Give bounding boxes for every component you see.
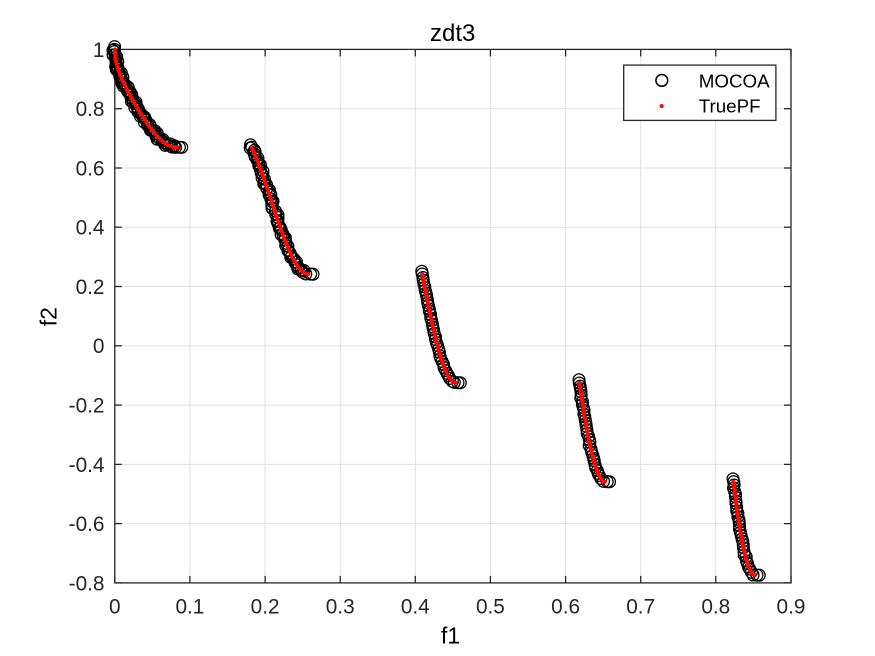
svg-text:0.9: 0.9 xyxy=(777,596,806,619)
svg-text:0.4: 0.4 xyxy=(401,596,430,619)
svg-text:0.2: 0.2 xyxy=(251,596,280,619)
svg-text:0.7: 0.7 xyxy=(626,596,655,619)
svg-text:f1: f1 xyxy=(441,623,460,649)
svg-text:0: 0 xyxy=(93,335,105,358)
svg-text:0.3: 0.3 xyxy=(326,596,355,619)
svg-text:-0.4: -0.4 xyxy=(69,454,105,477)
svg-text:0.8: 0.8 xyxy=(701,596,730,619)
svg-text:-0.6: -0.6 xyxy=(69,513,105,536)
svg-text:TruePF: TruePF xyxy=(699,96,761,117)
svg-text:0.4: 0.4 xyxy=(76,217,105,240)
svg-text:0.5: 0.5 xyxy=(476,596,505,619)
svg-text:0.6: 0.6 xyxy=(76,157,105,180)
svg-text:MOCOA: MOCOA xyxy=(699,70,770,91)
svg-text:f2: f2 xyxy=(36,307,62,326)
svg-text:0: 0 xyxy=(109,596,121,619)
svg-text:0.8: 0.8 xyxy=(76,98,105,121)
svg-text:0.1: 0.1 xyxy=(175,596,204,619)
svg-text:-0.2: -0.2 xyxy=(69,395,105,418)
svg-text:0.6: 0.6 xyxy=(551,596,580,619)
svg-text:0.2: 0.2 xyxy=(76,276,105,299)
svg-text:-0.8: -0.8 xyxy=(69,572,105,595)
svg-text:zdt3: zdt3 xyxy=(430,20,475,47)
svg-text:1: 1 xyxy=(93,39,105,62)
